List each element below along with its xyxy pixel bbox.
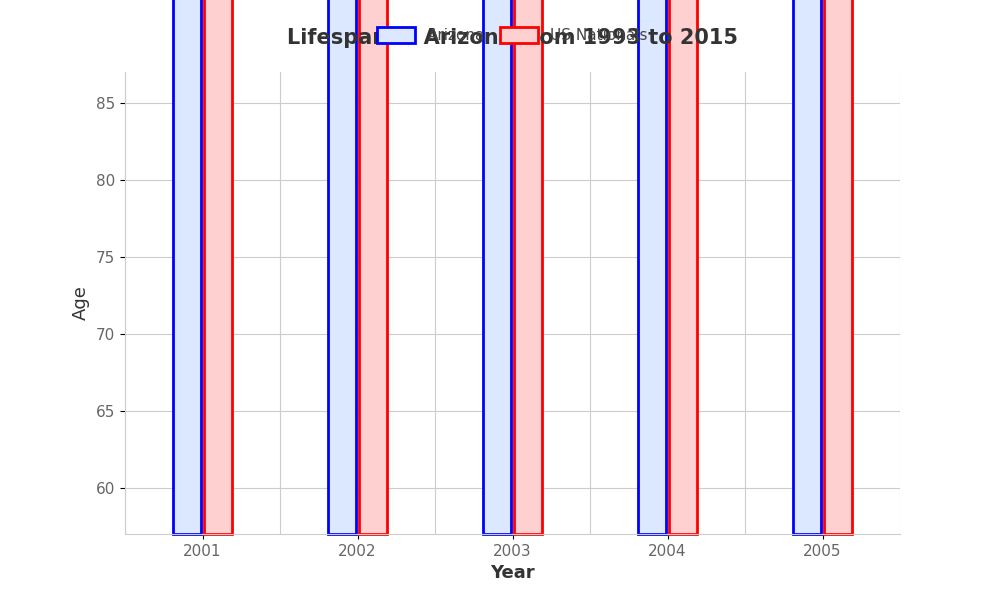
Bar [359,0,387,534]
Bar [824,0,852,534]
Bar [483,0,511,534]
Bar [793,0,821,534]
Bar [638,0,666,534]
Legend: Arizona, US Nationals: Arizona, US Nationals [369,20,656,51]
Bar [204,0,232,534]
Bar [173,0,201,534]
X-axis label: Year: Year [490,564,535,582]
Title: Lifespan in Arizona from 1993 to 2015: Lifespan in Arizona from 1993 to 2015 [287,28,738,48]
Bar [669,0,697,534]
Bar [514,0,542,534]
Y-axis label: Age: Age [72,286,90,320]
Bar [328,0,356,534]
